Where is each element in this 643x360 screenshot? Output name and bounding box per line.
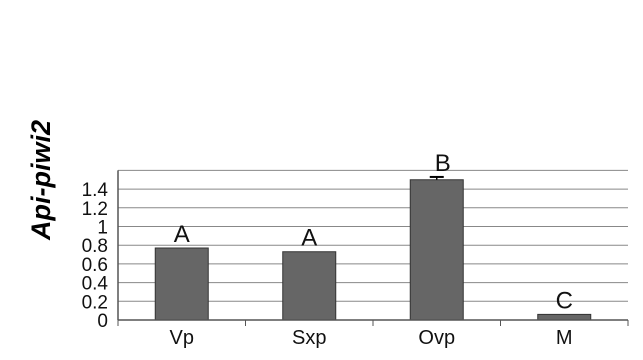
- bar-data-label: A: [301, 225, 317, 252]
- bar-vp: [154, 247, 209, 321]
- y-tick-label: 1.2: [82, 199, 108, 220]
- x-category-labels: Vp Sxp Ovp M: [170, 327, 573, 349]
- y-tick-label: 0.8: [82, 236, 108, 257]
- y-tick-label: 0.6: [82, 255, 108, 276]
- bar-data-label: B: [435, 150, 451, 177]
- y-tick-labels: 00.20.40.60.811.21.4: [82, 180, 109, 332]
- y-tick-label: 0: [97, 311, 108, 332]
- y-tick-label: 0.4: [82, 274, 109, 295]
- bar-ovp: [409, 179, 464, 321]
- y-axis-title: Api-piwi2: [26, 120, 56, 241]
- bar-data-label: A: [174, 221, 190, 248]
- axes: [117, 170, 629, 326]
- x-category-label: Ovp: [418, 327, 455, 349]
- bar-sxp: [282, 251, 337, 321]
- bar-m: [537, 313, 592, 321]
- bar-data-labels: A A B C: [174, 150, 573, 314]
- y-tick-label: 1.4: [82, 180, 109, 201]
- y-tick-label: 1: [97, 218, 108, 239]
- x-category-label: Sxp: [292, 327, 326, 349]
- x-category-label: Vp: [170, 327, 194, 349]
- x-category-label: M: [556, 327, 573, 349]
- bar-data-label: C: [556, 287, 573, 314]
- bars: [154, 175, 592, 321]
- y-tick-label: 0.2: [82, 292, 108, 313]
